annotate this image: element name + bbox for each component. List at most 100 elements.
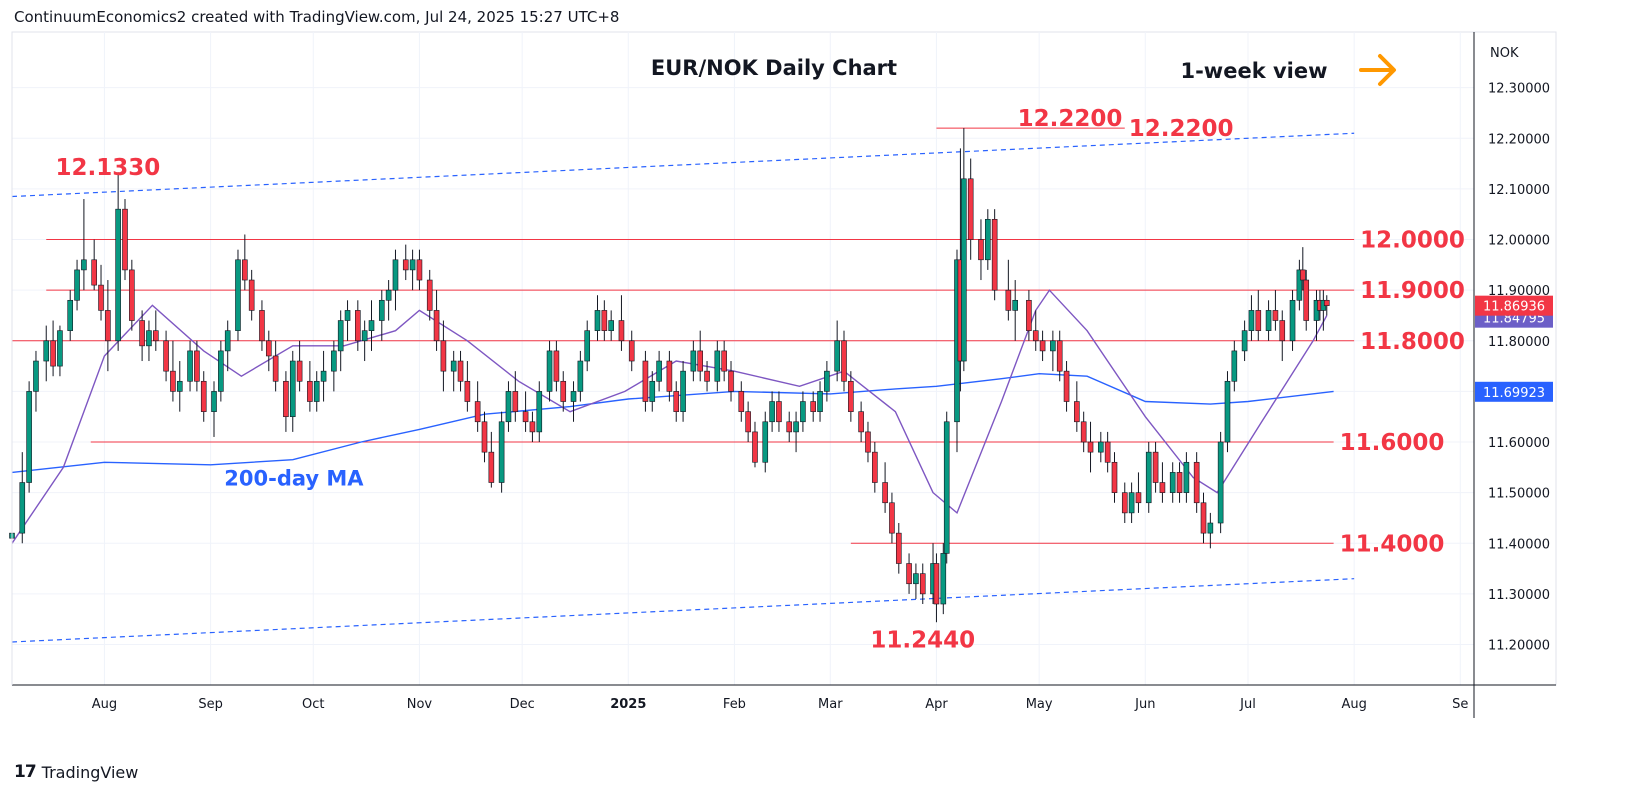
candle[interactable]	[536, 381, 543, 443]
candle[interactable]	[464, 361, 471, 412]
candle[interactable]	[105, 280, 111, 372]
candle[interactable]	[985, 209, 991, 270]
candle[interactable]	[1217, 431, 1224, 534]
candle[interactable]	[1050, 330, 1056, 372]
candlesticks[interactable]	[9, 128, 1330, 623]
candle[interactable]	[43, 325, 50, 382]
candle[interactable]	[450, 350, 457, 392]
candle[interactable]	[858, 401, 864, 443]
candle[interactable]	[1241, 320, 1248, 362]
candle[interactable]	[488, 431, 495, 488]
candle[interactable]	[1056, 330, 1063, 382]
tradingview-brand[interactable]: 17 TradingView	[14, 762, 138, 782]
candle[interactable]	[522, 391, 529, 432]
candle[interactable]	[1183, 452, 1190, 503]
candle[interactable]	[416, 249, 423, 291]
candle[interactable]	[146, 320, 152, 362]
candle[interactable]	[889, 492, 895, 544]
candle[interactable]	[1074, 381, 1080, 432]
candle[interactable]	[1169, 462, 1176, 503]
candle[interactable]	[656, 350, 662, 392]
candle[interactable]	[481, 411, 488, 463]
candle[interactable]	[187, 340, 193, 392]
candle[interactable]	[570, 381, 577, 422]
candle[interactable]	[392, 249, 399, 311]
candle[interactable]	[176, 361, 183, 412]
candle[interactable]	[529, 411, 536, 443]
candle[interactable]	[649, 371, 656, 412]
candle[interactable]	[433, 290, 440, 351]
candle[interactable]	[594, 295, 601, 341]
candle[interactable]	[1097, 431, 1104, 463]
candle[interactable]	[577, 350, 584, 402]
candle[interactable]	[1279, 310, 1286, 362]
candle[interactable]	[1039, 330, 1046, 362]
candle[interactable]	[786, 411, 793, 443]
candle[interactable]	[19, 452, 26, 544]
candle[interactable]	[1200, 492, 1207, 544]
candle[interactable]	[498, 411, 505, 493]
candle[interactable]	[211, 381, 217, 437]
candle[interactable]	[704, 361, 710, 392]
candle[interactable]	[810, 391, 816, 422]
candle[interactable]	[235, 249, 241, 341]
candle[interactable]	[1159, 462, 1166, 503]
candle[interactable]	[1296, 259, 1303, 311]
candle[interactable]	[361, 320, 368, 362]
candle[interactable]	[57, 325, 63, 377]
candle[interactable]	[848, 371, 854, 422]
candle[interactable]	[800, 391, 806, 432]
candle[interactable]	[115, 172, 121, 351]
candle[interactable]	[680, 361, 686, 422]
candle[interactable]	[1313, 290, 1320, 341]
candle[interactable]	[81, 199, 87, 291]
candle[interactable]	[906, 553, 912, 594]
candle[interactable]	[1063, 361, 1070, 412]
candle[interactable]	[1248, 295, 1255, 341]
candle[interactable]	[218, 340, 224, 402]
candle[interactable]	[1323, 295, 1330, 316]
candle[interactable]	[1080, 411, 1087, 453]
candle[interactable]	[337, 310, 344, 372]
candle[interactable]	[129, 259, 135, 331]
candle[interactable]	[1303, 269, 1310, 331]
candle[interactable]	[865, 421, 871, 463]
candle[interactable]	[289, 350, 296, 432]
candle[interactable]	[738, 381, 745, 422]
candle[interactable]	[26, 381, 32, 493]
candle[interactable]	[943, 411, 950, 564]
candle[interactable]	[313, 371, 320, 412]
candle[interactable]	[1176, 462, 1183, 503]
candle[interactable]	[426, 269, 433, 321]
candle[interactable]	[1121, 482, 1128, 524]
candle[interactable]	[265, 330, 272, 372]
candle[interactable]	[224, 320, 231, 372]
candle[interactable]	[940, 543, 947, 615]
candle[interactable]	[1032, 310, 1039, 351]
candle[interactable]	[608, 310, 614, 341]
candle[interactable]	[666, 350, 673, 402]
candle[interactable]	[1005, 259, 1012, 321]
candle[interactable]	[834, 320, 840, 382]
candle[interactable]	[1145, 442, 1152, 513]
candle[interactable]	[1026, 290, 1032, 341]
candle[interactable]	[991, 209, 998, 301]
candle[interactable]	[967, 158, 974, 260]
candle[interactable]	[560, 371, 567, 412]
candle[interactable]	[1135, 472, 1142, 513]
candle[interactable]	[752, 421, 758, 468]
candle[interactable]	[882, 462, 888, 513]
candle[interactable]	[33, 350, 39, 412]
candle[interactable]	[74, 259, 80, 311]
candle[interactable]	[553, 340, 560, 392]
candle[interactable]	[50, 320, 56, 377]
candle[interactable]	[457, 350, 464, 392]
candle[interactable]	[402, 244, 409, 281]
candle[interactable]	[122, 199, 128, 281]
candle[interactable]	[1193, 452, 1200, 513]
candle[interactable]	[769, 391, 775, 432]
candle[interactable]	[67, 290, 74, 341]
candle[interactable]	[721, 340, 727, 382]
candle[interactable]	[153, 310, 159, 351]
